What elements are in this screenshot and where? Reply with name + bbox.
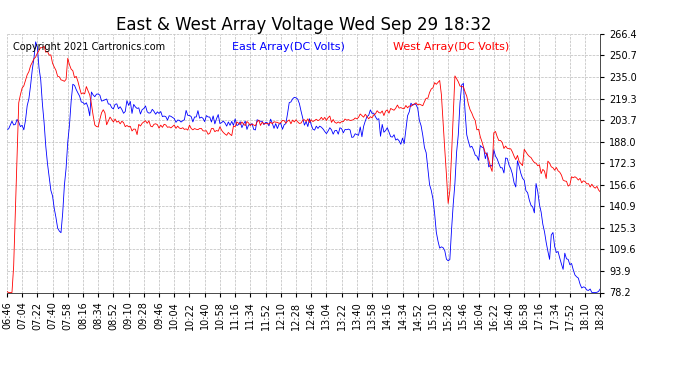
Title: East & West Array Voltage Wed Sep 29 18:32: East & West Array Voltage Wed Sep 29 18:… bbox=[116, 16, 491, 34]
West Array(DC Volts) bbox=[62, 77, 70, 82]
West Array(DC Volts) bbox=[596, 190, 604, 194]
West Array(DC Volts) bbox=[3, 289, 11, 294]
West Array(DC Volts) bbox=[131, 127, 139, 132]
West Array(DC Volts) bbox=[128, 129, 136, 133]
East Array(DC Volts) bbox=[60, 183, 68, 188]
West Array(DC Volts) bbox=[253, 120, 262, 124]
Text: West Array(DC Volts): West Array(DC Volts) bbox=[393, 42, 509, 51]
East Array(DC Volts) bbox=[3, 127, 11, 131]
Line: East Array(DC Volts): East Array(DC Volts) bbox=[7, 42, 600, 292]
Text: Copyright 2021 Cartronics.com: Copyright 2021 Cartronics.com bbox=[13, 42, 165, 51]
West Array(DC Volts) bbox=[581, 179, 589, 184]
Text: East Array(DC Volts): East Array(DC Volts) bbox=[233, 42, 345, 51]
West Array(DC Volts) bbox=[241, 123, 249, 128]
West Array(DC Volts) bbox=[40, 44, 48, 48]
East Array(DC Volts) bbox=[32, 39, 40, 44]
East Array(DC Volts) bbox=[126, 99, 135, 104]
East Array(DC Volts) bbox=[588, 290, 596, 295]
East Array(DC Volts) bbox=[596, 286, 604, 291]
East Array(DC Volts) bbox=[239, 122, 248, 126]
Line: West Array(DC Volts): West Array(DC Volts) bbox=[7, 46, 600, 292]
East Array(DC Volts) bbox=[130, 102, 138, 106]
East Array(DC Volts) bbox=[579, 285, 587, 289]
East Array(DC Volts) bbox=[251, 128, 259, 132]
West Array(DC Volts) bbox=[4, 290, 12, 295]
